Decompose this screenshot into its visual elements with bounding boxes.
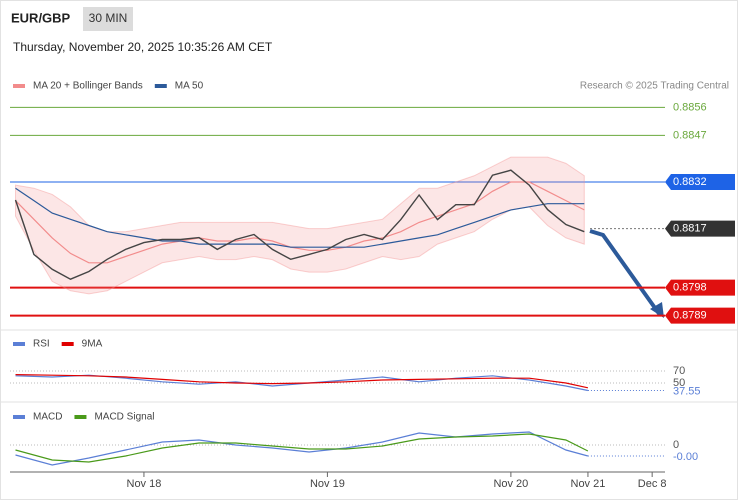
level-tag [665, 173, 735, 190]
x-tick-label: Dec 8 [638, 478, 667, 490]
legend-swatch [13, 342, 25, 346]
x-tick-label: Nov 20 [493, 478, 528, 490]
level-tag [665, 307, 735, 324]
credit: Research © 2025 Trading Central [580, 81, 729, 92]
legend-swatch [13, 415, 25, 419]
forecast-arrowhead [650, 302, 664, 318]
series-line [15, 431, 589, 466]
legend-swatch [154, 84, 167, 88]
legend-swatch [13, 84, 25, 88]
legend-label: MACD Signal [94, 412, 154, 423]
timestamp: Thursday, November 20, 2025 10:35:26 AM … [13, 40, 273, 54]
legend-swatch [61, 342, 74, 346]
level-label: 0.8789 [673, 309, 707, 321]
x-tick-label: Nov 21 [571, 478, 606, 490]
legend-label: MA 20 + Bollinger Bands [33, 81, 143, 92]
last-value-label: -0.00 [673, 451, 698, 463]
series-line [15, 433, 589, 463]
y-tick-label: 0 [673, 439, 679, 451]
symbol: EUR/GBP [11, 10, 71, 25]
series-line [15, 374, 589, 389]
y-tick-label: 70 [673, 365, 685, 377]
level-label: 0.8798 [673, 282, 707, 294]
level-label: 0.8856 [673, 101, 707, 113]
bollinger-band [15, 156, 585, 295]
last-value-label: 37.55 [673, 385, 701, 397]
level-tag [665, 220, 735, 237]
series-line [15, 181, 585, 264]
legend-label: 9MA [82, 339, 103, 350]
price-line [14, 169, 585, 280]
level-label: 0.8832 [673, 176, 707, 188]
legend-label: MACD [33, 412, 62, 423]
legend-swatch [74, 415, 87, 419]
interval-badge [83, 7, 133, 31]
series-line [15, 187, 585, 248]
x-tick-label: Nov 19 [310, 478, 345, 490]
x-tick-label: Nov 18 [127, 478, 162, 490]
level-tag [665, 279, 735, 296]
interval: 30 MIN [89, 11, 128, 25]
level-label: 0.8817 [673, 222, 707, 234]
y-tick-label: 50 [673, 377, 685, 389]
level-label: 0.8847 [673, 129, 707, 141]
legend-label: MA 50 [175, 81, 204, 92]
legend-label: RSI [33, 339, 50, 350]
